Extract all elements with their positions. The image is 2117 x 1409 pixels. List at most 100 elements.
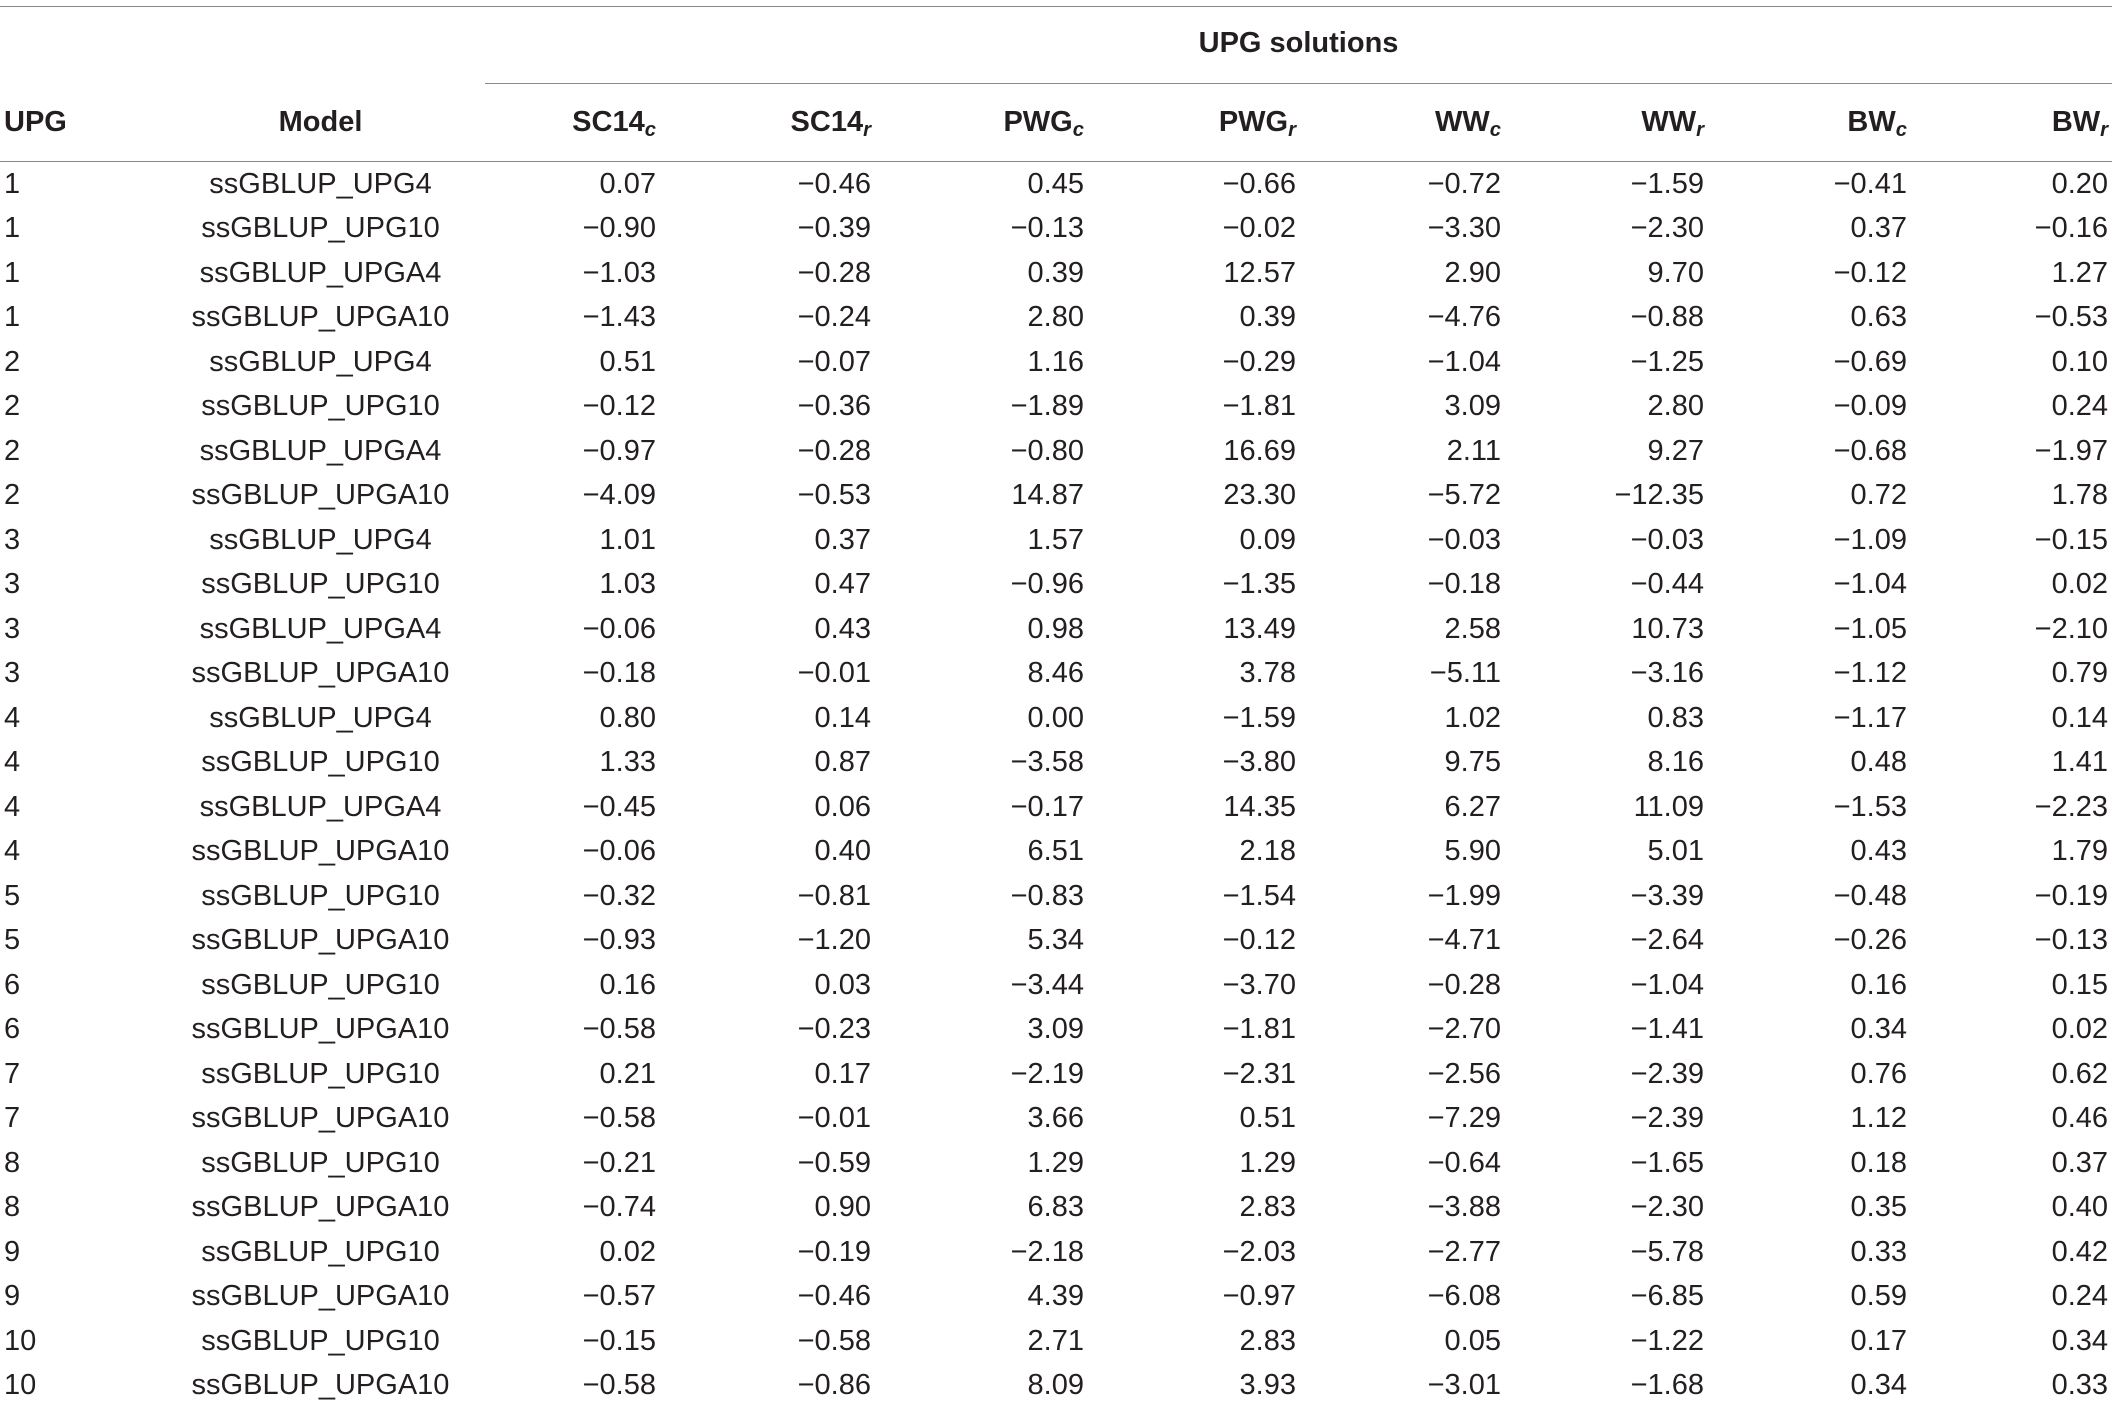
cell-model: ssGBLUP_UPGA10 [191, 1013, 450, 1046]
cell-value: 0.39 [1027, 256, 1084, 289]
table-header: UPG solutions UPG Model SC14c SC14r PWGc PW… [0, 6, 2113, 162]
cell-value: 8.46 [1027, 657, 1084, 690]
cell-model: ssGBLUP_UPG4 [209, 167, 432, 200]
cell-value: −1.59 [1630, 167, 1704, 200]
cell-value: 3.78 [1239, 657, 1296, 690]
cell-value: 3.93 [1239, 1369, 1296, 1402]
column-header-trait: SC14c [485, 83, 660, 162]
table-row: 5 ssGBLUP_UPGA10 −0.93 −1.20 5.34 −0.12 −4.71 −… [0, 919, 2112, 964]
cell-value: 0.06 [814, 790, 871, 823]
cell-value: −0.72 [1427, 167, 1501, 200]
cell-upg: 6 [4, 968, 21, 1001]
cell-value: 5.01 [1647, 835, 1704, 868]
cell-value: −2.70 [1427, 1013, 1501, 1046]
cell-value: 0.43 [814, 612, 871, 645]
column-header-trait: BWr [1911, 83, 2113, 162]
cell-value: −1.04 [1833, 568, 1907, 601]
cell-value: 3.66 [1027, 1102, 1084, 1135]
table-row: 4 ssGBLUP_UPGA10 −0.06 0.40 6.51 2.18 5.90 5.01… [0, 830, 2112, 875]
cell-value: −1.68 [1630, 1369, 1704, 1402]
cell-value: 0.45 [1027, 167, 1084, 200]
cell-value: −2.39 [1630, 1057, 1704, 1090]
cell-value: 9.70 [1647, 256, 1704, 289]
cell-value: −0.13 [1010, 212, 1084, 245]
trait-subscript: r [2100, 119, 2109, 142]
cell-value: −0.21 [582, 1146, 656, 1179]
trait-name: PWG [1003, 106, 1073, 138]
cell-upg: 8 [4, 1146, 21, 1179]
cell-value: −0.32 [582, 879, 656, 912]
trait-name: PWG [1218, 106, 1289, 138]
cell-model: ssGBLUP_UPGA10 [191, 835, 450, 868]
cell-value: 1.29 [1027, 1146, 1084, 1179]
cell-value: 0.43 [1850, 835, 1907, 868]
cell-upg: 5 [4, 924, 21, 957]
cell-value: 0.24 [2051, 1280, 2109, 1313]
trait-name: SC14 [572, 106, 645, 138]
cell-value: 0.79 [2051, 657, 2109, 690]
cell-value: 1.01 [599, 523, 656, 556]
cell-upg: 8 [4, 1191, 21, 1224]
cell-value: −0.96 [1010, 568, 1084, 601]
cell-model: ssGBLUP_UPG4 [209, 701, 432, 734]
cell-value: −0.58 [582, 1102, 656, 1135]
cell-value: 0.83 [1647, 701, 1704, 734]
cell-upg: 4 [4, 790, 21, 823]
cell-value: −6.85 [1630, 1280, 1704, 1313]
cell-value: −0.28 [797, 256, 871, 289]
column-header-trait: WWr [1505, 83, 1708, 162]
cell-value: 0.16 [1850, 968, 1907, 1001]
cell-value: 1.03 [599, 568, 656, 601]
cell-value: −3.16 [1630, 657, 1704, 690]
cell-value: 0.09 [1239, 523, 1296, 556]
cell-value: 14.35 [1223, 790, 1296, 823]
cell-upg: 3 [4, 657, 21, 690]
table-row: 10 ssGBLUP_UPG10 −0.15 −0.58 2.71 2.83 0.05 −1.… [0, 1319, 2112, 1364]
cell-value: −0.13 [2034, 924, 2109, 957]
cell-upg: 4 [4, 746, 21, 779]
cell-value: 0.51 [599, 345, 656, 378]
table-row: 9 ssGBLUP_UPG10 0.02 −0.19 −2.18 −2.03 −2.77 −5… [0, 1230, 2112, 1275]
cell-value: −1.04 [1427, 345, 1501, 378]
cell-upg: 3 [4, 612, 21, 645]
cell-value: 0.33 [1850, 1235, 1907, 1268]
trait-subscript: r [1288, 119, 1296, 142]
cell-value: −2.18 [1010, 1235, 1084, 1268]
table-row: 8 ssGBLUP_UPGA10 −0.74 0.90 6.83 2.83 −3.88 −2.… [0, 1186, 2112, 1231]
cell-value: 1.33 [599, 746, 656, 779]
group-header-row: UPG solutions [0, 6, 2113, 84]
cell-value: 2.11 [1446, 434, 1501, 467]
cell-value: 0.72 [1850, 479, 1907, 512]
cell-value: 2.90 [1444, 256, 1501, 289]
cell-model: ssGBLUP_UPG10 [201, 390, 440, 423]
cell-value: 0.18 [1850, 1146, 1907, 1179]
empty-header-cell [0, 7, 160, 84]
cell-value: −0.39 [797, 212, 871, 245]
cell-upg: 4 [4, 701, 21, 734]
cell-upg: 1 [4, 167, 21, 200]
cell-value: −0.44 [1630, 568, 1704, 601]
cell-value: −1.12 [1833, 657, 1907, 690]
cell-value: 0.37 [814, 523, 871, 556]
cell-value: 11.09 [1633, 790, 1704, 823]
cell-value: −1.03 [582, 256, 656, 289]
cell-value: 6.51 [1027, 835, 1084, 868]
cell-value: −0.16 [2034, 212, 2109, 245]
cell-model: ssGBLUP_UPGA4 [199, 612, 442, 645]
cell-value: 0.34 [1850, 1013, 1907, 1046]
column-header-trait: PWGc [875, 83, 1088, 162]
cell-model: ssGBLUP_UPG10 [201, 1146, 440, 1179]
cell-model: ssGBLUP_UPG10 [201, 212, 440, 245]
cell-value: 0.46 [2051, 1102, 2109, 1135]
cell-value: 0.02 [599, 1235, 656, 1268]
cell-value: 0.34 [2051, 1324, 2109, 1357]
cell-value: 3.09 [1444, 390, 1501, 423]
cell-model: ssGBLUP_UPGA10 [191, 1280, 450, 1313]
trait-name: WW [1641, 106, 1697, 138]
trait-subscript: c [1895, 119, 1907, 142]
cell-value: −1.35 [1222, 568, 1296, 601]
cell-value: −3.44 [1010, 968, 1084, 1001]
cell-value: 0.33 [2051, 1369, 2109, 1402]
table-row: 6 ssGBLUP_UPGA10 −0.58 −0.23 3.09 −1.81 −2.70 −… [0, 1008, 2112, 1053]
cell-value: −3.39 [1630, 879, 1704, 912]
